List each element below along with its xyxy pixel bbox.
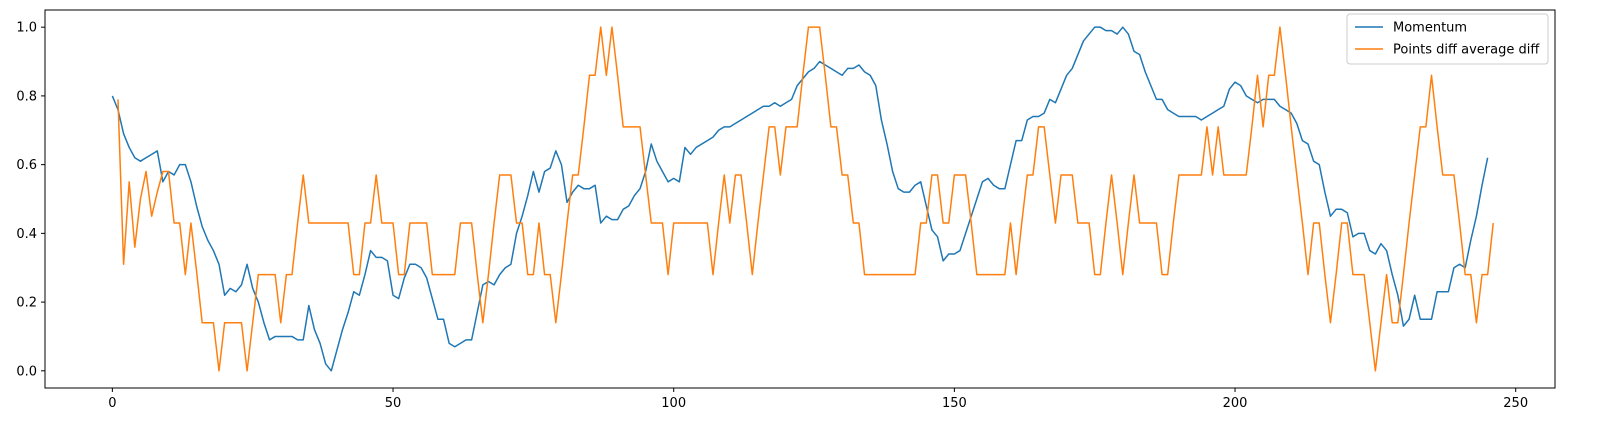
y-tick-label: 0.2 (16, 296, 37, 311)
legend-box (1346, 13, 1549, 65)
y-tick-label: 0.6 (16, 158, 37, 173)
x-tick-label: 50 (385, 396, 402, 411)
series-line-1 (117, 26, 1494, 372)
y-tick-label: 0.0 (16, 364, 37, 379)
series-group (111, 26, 1494, 372)
legend-label-0: Momentum (1393, 21, 1467, 36)
plot-frame (44, 9, 1556, 389)
x-axis: 0 50 100 150 200 250 (108, 388, 1528, 411)
y-tick-label: 0.4 (16, 227, 37, 242)
x-tick-label: 150 (942, 396, 967, 411)
legend-label-1: Points diff average diff (1393, 43, 1540, 58)
y-tick-label: 1.0 (16, 21, 37, 36)
y-tick-label: 0.8 (16, 89, 37, 104)
plot-background (45, 10, 1555, 388)
y-axis: 0.0 0.2 0.4 0.6 0.8 1.0 (16, 21, 45, 379)
x-tick-label: 250 (1503, 396, 1528, 411)
x-tick-label: 100 (661, 396, 686, 411)
x-tick-label: 0 (108, 396, 116, 411)
x-tick-label: 200 (1223, 396, 1248, 411)
series-line-0 (111, 26, 1489, 372)
legend: Momentum Points diff average diff (1346, 13, 1549, 65)
